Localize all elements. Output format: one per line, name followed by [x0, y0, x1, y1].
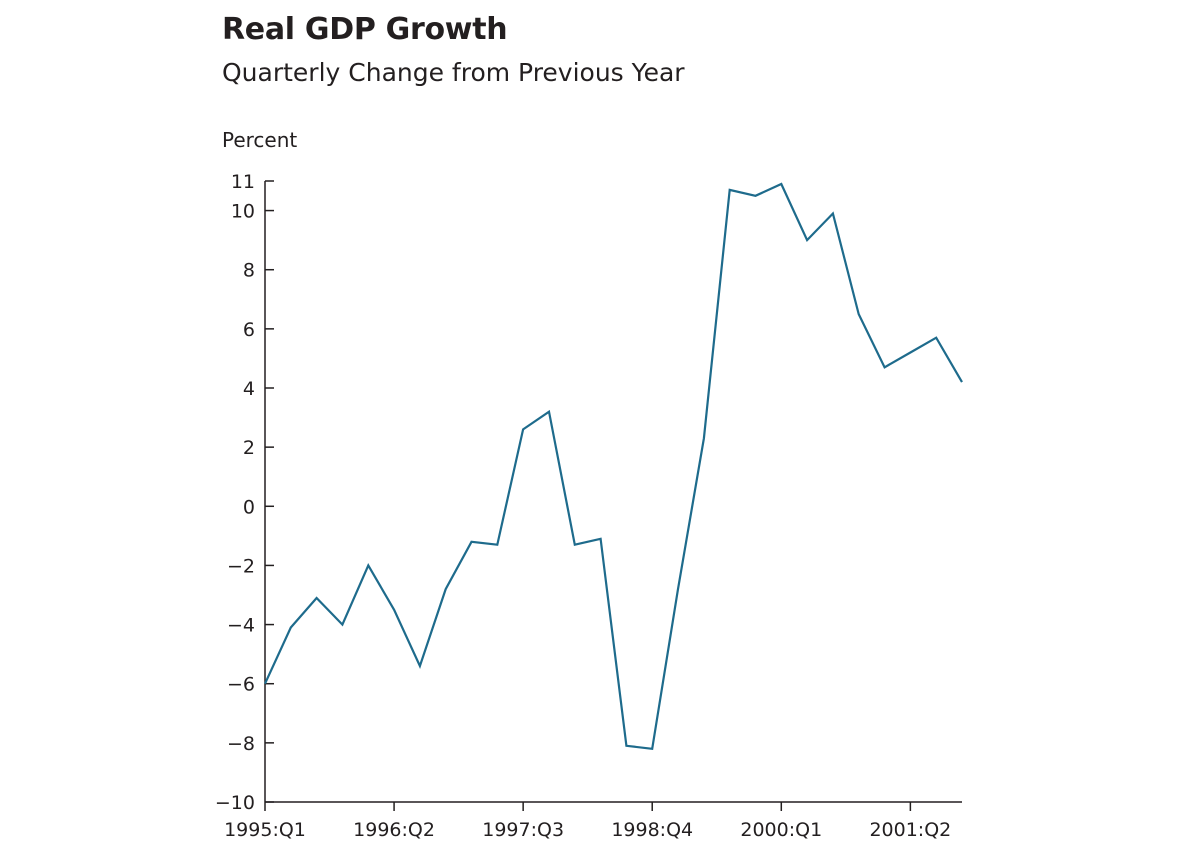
y-tick-label: −10 [215, 792, 255, 814]
y-tick-label: 0 [243, 496, 255, 518]
x-tick-label: 2001:Q2 [869, 819, 951, 841]
y-tick-label: 4 [243, 378, 255, 400]
x-tick-label: 1997:Q3 [482, 819, 564, 841]
y-tick-label: −4 [227, 615, 255, 637]
chart-title: Real GDP Growth [222, 12, 508, 47]
y-tick-label: 2 [243, 437, 255, 459]
y-tick-label: 8 [243, 260, 255, 282]
x-axis-ticks: 1995:Q1 1996:Q2 1997:Q3 1998:Q4 2000:Q1 2001:… [224, 802, 951, 841]
axes [264, 181, 962, 803]
x-tick-label: 2000:Q1 [740, 819, 822, 841]
y-axis-label: Percent [222, 128, 298, 152]
y-tick-label: 6 [243, 319, 255, 341]
series [264, 182, 963, 751]
x-tick-label: 1995:Q1 [224, 819, 306, 841]
y-tick-label: 10 [231, 201, 255, 223]
x-tick-label: 1998:Q4 [611, 819, 693, 841]
y-tick-label: −2 [227, 555, 255, 577]
chart-subtitle: Quarterly Change from Previous Year [222, 58, 685, 87]
y-tick-label: −8 [227, 733, 255, 755]
y-axis-ticks: 11 10 8 6 4 2 0 −2 −4 −6 −8 −10 [215, 171, 274, 814]
gdp-growth-line [264, 182, 963, 751]
x-tick-label: 1996:Q2 [353, 819, 435, 841]
y-tick-label: −6 [227, 674, 255, 696]
y-tick-label: 11 [231, 171, 255, 193]
